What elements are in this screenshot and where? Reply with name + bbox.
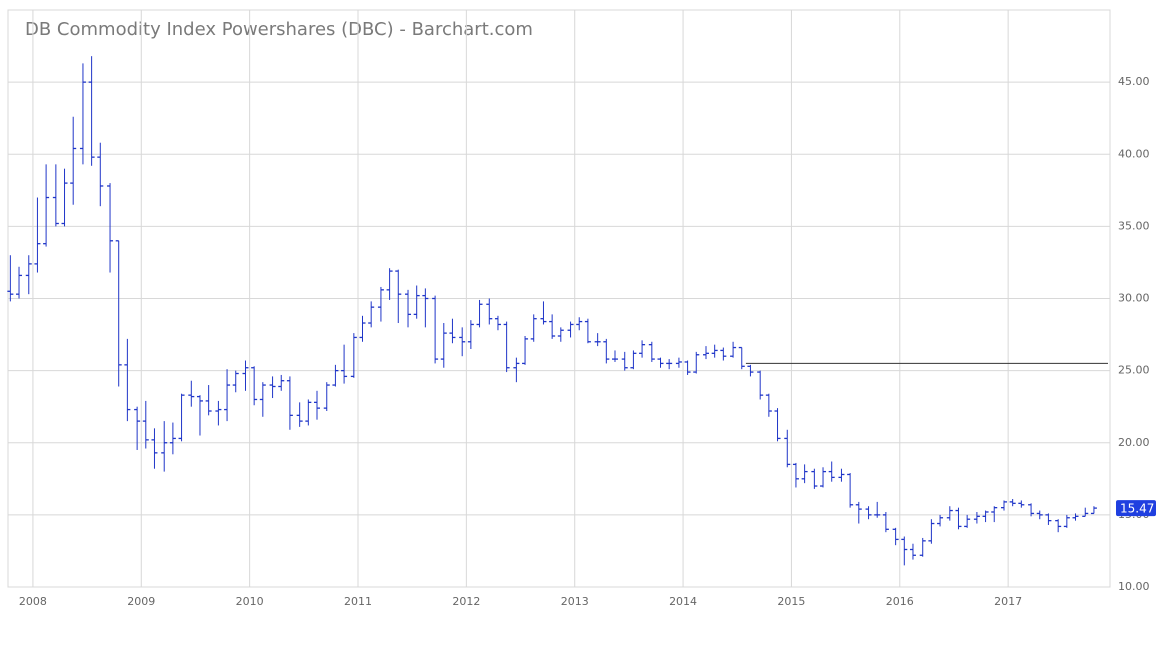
last-price-label: 15.47 (1120, 502, 1154, 516)
x-tick-label: 2017 (994, 595, 1022, 608)
x-tick-label: 2016 (886, 595, 914, 608)
x-tick-label: 2010 (236, 595, 264, 608)
x-tick-label: 2015 (777, 595, 805, 608)
last-price-tag (1116, 500, 1156, 517)
x-tick-label: 2012 (452, 595, 480, 608)
y-tick-label: 30.00 (1118, 292, 1150, 305)
y-tick-label: 25.00 (1118, 364, 1150, 377)
x-tick-label: 2008 (19, 595, 47, 608)
chart-title: DB Commodity Index Powershares (DBC) - B… (25, 19, 533, 40)
x-tick-label: 2011 (344, 595, 372, 608)
x-tick-label: 2014 (669, 595, 697, 608)
y-tick-label: 45.00 (1118, 75, 1150, 88)
y-tick-label: 20.00 (1118, 436, 1150, 449)
y-tick-label: 10.00 (1118, 580, 1150, 593)
y-tick-label: 35.00 (1118, 219, 1150, 232)
x-tick-label: 2009 (127, 595, 155, 608)
y-tick-label: 40.00 (1118, 147, 1150, 160)
x-tick-label: 2013 (561, 595, 589, 608)
